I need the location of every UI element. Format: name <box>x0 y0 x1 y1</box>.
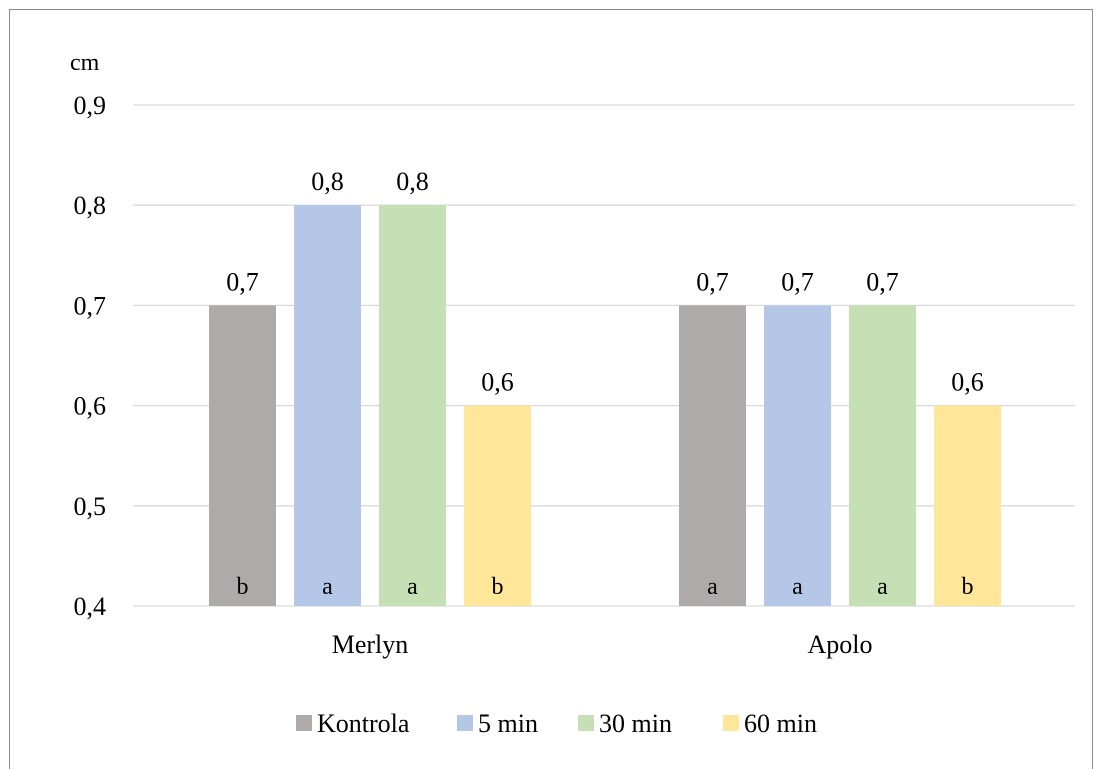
significance-letter: b <box>962 574 974 600</box>
data-label: 0,6 <box>481 368 514 397</box>
significance-letter: b <box>237 574 249 600</box>
y-axis-tick-labels: 0,4 0,5 0,6 0,7 0,8 0,9 <box>74 91 107 621</box>
y-tick-label: 0,8 <box>74 191 107 220</box>
significance-letter: a <box>707 574 718 600</box>
legend-label: 60 min <box>744 709 817 738</box>
gridlines <box>133 104 1075 607</box>
bar <box>464 405 531 606</box>
bar <box>294 205 361 606</box>
category-label: Apolo <box>808 630 873 659</box>
bar <box>934 405 1001 606</box>
significance-letter: a <box>407 574 418 600</box>
category-labels: Merlyn Apolo <box>332 630 873 659</box>
legend-label: Kontrola <box>317 709 410 738</box>
legend-swatch <box>457 715 473 731</box>
bar <box>849 305 916 606</box>
y-tick-label: 0,7 <box>74 291 107 320</box>
legend: Kontrola 5 min 30 min 60 min <box>296 709 817 738</box>
legend-swatch <box>723 715 739 731</box>
data-label: 0,7 <box>866 267 899 296</box>
significance-letter: a <box>792 574 803 600</box>
category-label: Merlyn <box>332 630 409 659</box>
y-tick-label: 0,4 <box>74 592 107 621</box>
legend-swatch <box>578 715 594 731</box>
significance-letter: b <box>492 574 504 600</box>
y-tick-label: 0,6 <box>74 392 107 421</box>
data-label: 0,7 <box>781 267 814 296</box>
y-axis-unit-label: cm <box>70 50 100 76</box>
bar <box>209 305 276 606</box>
data-label: 0,8 <box>396 167 429 196</box>
data-label: 0,8 <box>311 167 344 196</box>
significance-letter: a <box>877 574 888 600</box>
significance-letter: a <box>322 574 333 600</box>
data-label: 0,7 <box>696 267 729 296</box>
legend-label: 30 min <box>599 709 672 738</box>
y-tick-label: 0,5 <box>74 492 107 521</box>
bars: 0,7 b 0,8 a 0,8 a 0,6 b 0,7 a 0,7 a 0,7 a 0,6 b <box>209 167 1001 606</box>
data-label: 0,7 <box>226 267 259 296</box>
bar <box>379 205 446 606</box>
bar <box>764 305 831 606</box>
legend-swatch <box>296 715 312 731</box>
y-tick-label: 0,9 <box>74 91 107 120</box>
legend-label: 5 min <box>478 709 538 738</box>
data-label: 0,6 <box>951 368 984 397</box>
bar <box>679 305 746 606</box>
